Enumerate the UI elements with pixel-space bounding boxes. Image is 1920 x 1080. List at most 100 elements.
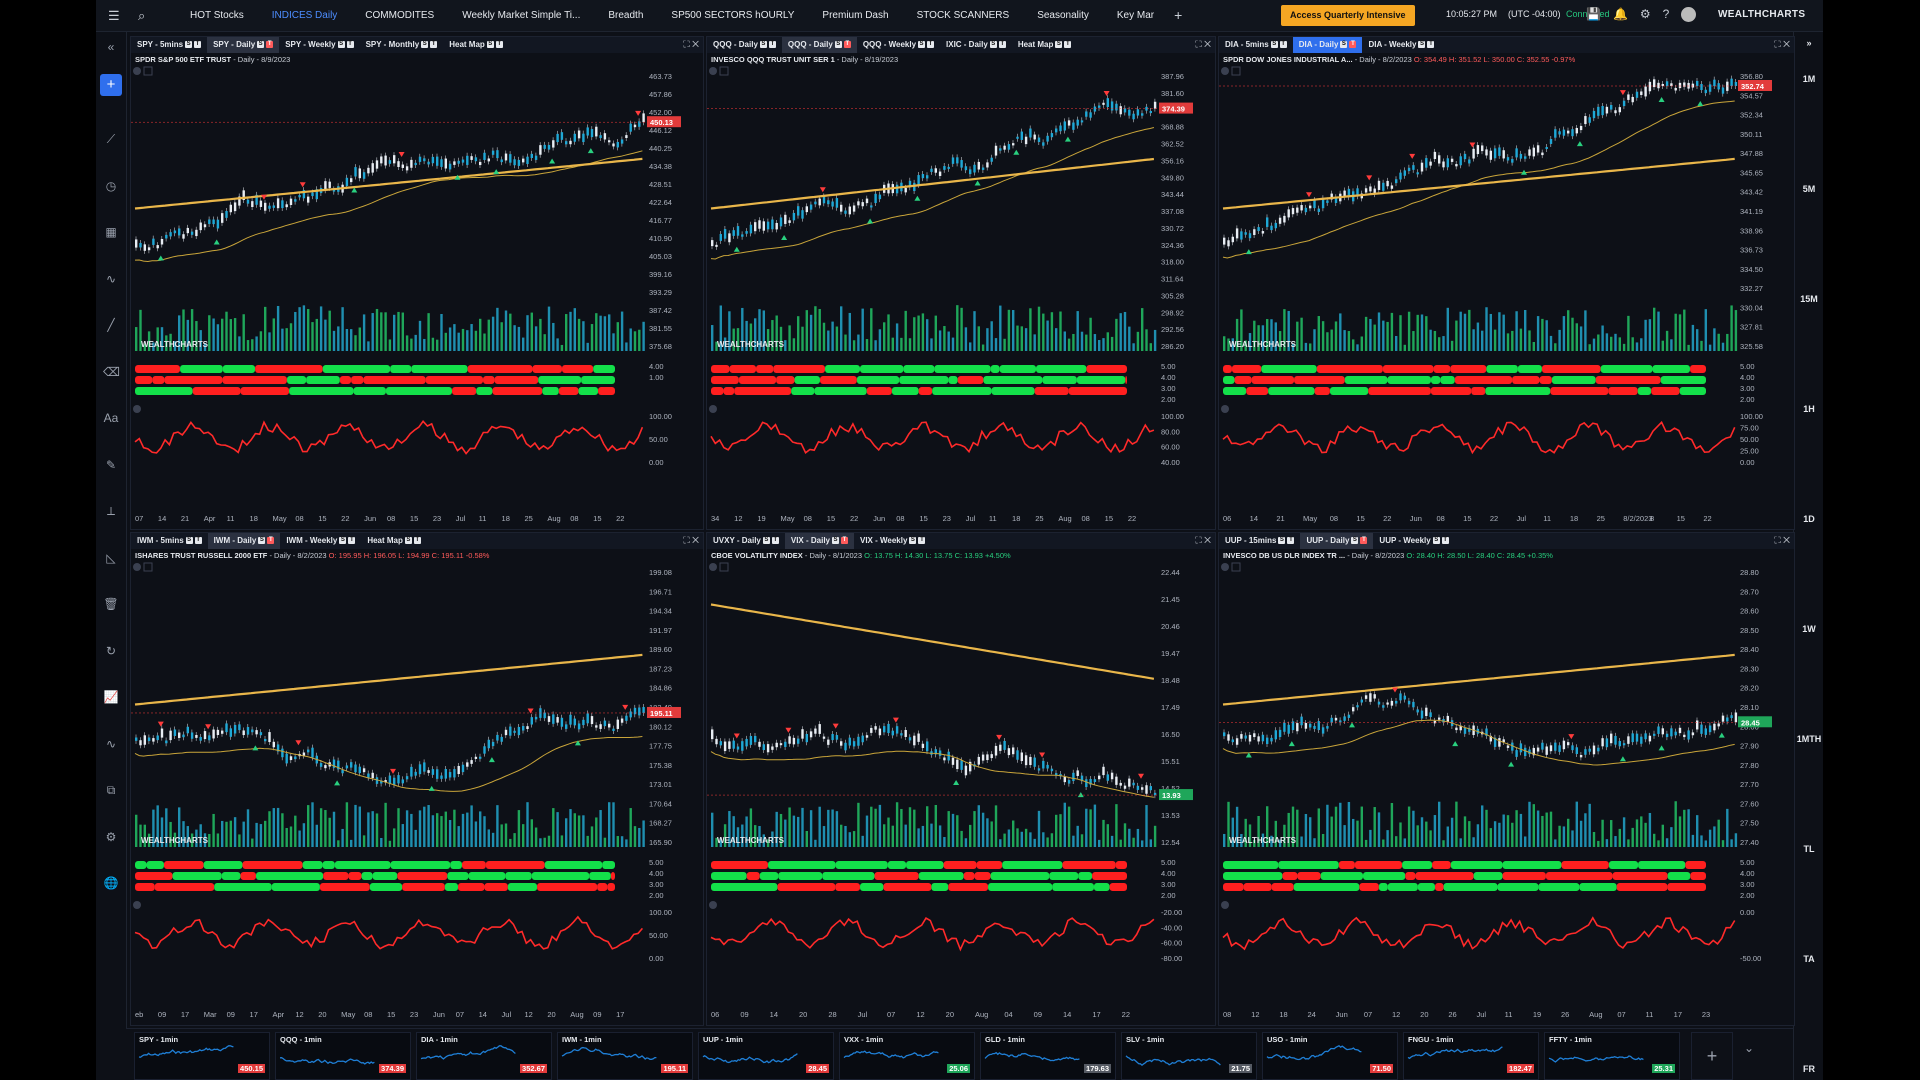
eraser-icon[interactable]: ⌫ bbox=[103, 364, 120, 379]
sync-icon[interactable]: S bbox=[1270, 41, 1278, 49]
expand-right-icon[interactable]: » bbox=[1806, 38, 1812, 48]
timeframe-1mth[interactable]: 1MTH bbox=[1796, 734, 1822, 744]
panel-tab[interactable]: VIX - Weekly S T bbox=[854, 533, 931, 549]
layout-tab[interactable]: STOCK SCANNERS bbox=[916, 10, 1010, 21]
template-icon[interactable]: T bbox=[194, 537, 202, 545]
sync-icon[interactable]: S bbox=[1432, 537, 1440, 545]
sync-icon[interactable]: S bbox=[989, 41, 997, 49]
panel-tab[interactable]: DIA - Daily S T bbox=[1292, 37, 1363, 53]
text-icon[interactable]: Aa bbox=[103, 411, 119, 425]
layout-tab[interactable]: Breadth bbox=[608, 10, 644, 21]
template-icon[interactable]: T bbox=[267, 537, 275, 545]
timeframe-5m[interactable]: 5M bbox=[1802, 184, 1816, 194]
add-tab-button[interactable]: + bbox=[1174, 7, 1183, 23]
search-icon[interactable]: ⌕ bbox=[138, 8, 146, 23]
sync-icon[interactable]: S bbox=[339, 537, 347, 545]
line-chart-icon[interactable]: ⟋ bbox=[106, 132, 116, 146]
timeframe-1m[interactable]: 1M bbox=[1802, 74, 1816, 84]
panel-tab[interactable]: QQQ - Daily S T bbox=[707, 37, 782, 53]
sync-icon[interactable]: S bbox=[486, 41, 494, 49]
layout-tab[interactable]: Premium Dash bbox=[822, 10, 889, 21]
measure-icon[interactable]: ◺ bbox=[106, 550, 116, 565]
panel-tab[interactable]: UUP - 15mins S T bbox=[1219, 533, 1300, 549]
collapse-icon[interactable]: ⌄ bbox=[1744, 1041, 1755, 1055]
panel-window-controls-icon[interactable]: ⛶ ✕ bbox=[1774, 535, 1790, 545]
sync-icon[interactable]: S bbox=[337, 41, 345, 49]
panel-tab[interactable]: UUP - Weekly S T bbox=[1373, 533, 1454, 549]
sync-icon[interactable]: S bbox=[258, 537, 266, 545]
mini-chart[interactable]: VXX - 1min 25.06 bbox=[839, 1032, 975, 1080]
layout-tab[interactable]: Seasonality bbox=[1037, 10, 1089, 21]
mini-chart[interactable]: FFTY - 1min 25.31 bbox=[1544, 1032, 1680, 1080]
layout-tab[interactable]: COMMODITES bbox=[365, 10, 435, 21]
template-icon[interactable]: T bbox=[1064, 41, 1072, 49]
panel-window-controls-icon[interactable]: ⛶ ✕ bbox=[1774, 39, 1790, 49]
template-icon[interactable]: T bbox=[998, 41, 1006, 49]
panel-window-controls-icon[interactable]: ⛶ ✕ bbox=[1195, 39, 1211, 49]
panel-tab[interactable]: SPY - Monthly S T bbox=[360, 37, 444, 53]
template-icon[interactable]: T bbox=[843, 41, 851, 49]
globe-icon[interactable]: 🌐 bbox=[103, 876, 119, 890]
calendar-icon[interactable]: ▦ bbox=[105, 225, 117, 239]
mini-chart[interactable]: GLD - 1min 179.63 bbox=[980, 1032, 1116, 1080]
sync-icon[interactable]: S bbox=[421, 41, 429, 49]
panel-tab[interactable]: IWM - 5mins S T bbox=[131, 533, 208, 549]
panel-tab[interactable]: IWM - Weekly S T bbox=[280, 533, 361, 549]
template-icon[interactable]: T bbox=[495, 41, 503, 49]
panel-tab[interactable]: DIA - Weekly S T bbox=[1362, 37, 1440, 53]
timeframe-1w[interactable]: 1W bbox=[1802, 624, 1816, 634]
timeframe-fr[interactable]: FR bbox=[1803, 1064, 1815, 1074]
panel-tab[interactable]: UVXY - Daily S T bbox=[707, 533, 785, 549]
template-icon[interactable]: T bbox=[348, 537, 356, 545]
panel-tab[interactable]: IXIC - Daily S T bbox=[940, 37, 1012, 53]
sync-icon[interactable]: S bbox=[1351, 537, 1359, 545]
sync-icon[interactable]: S bbox=[185, 41, 193, 49]
sync-icon[interactable]: S bbox=[759, 41, 767, 49]
promo-button[interactable]: Access Quarterly Intensive bbox=[1281, 5, 1415, 26]
pen-icon[interactable]: ✎ bbox=[105, 457, 117, 472]
sync-icon[interactable]: S bbox=[1418, 41, 1426, 49]
mini-chart[interactable]: SLV - 1min 21.75 bbox=[1121, 1032, 1257, 1080]
template-icon[interactable]: T bbox=[1279, 41, 1287, 49]
sync-icon[interactable]: S bbox=[762, 537, 770, 545]
sync-icon[interactable]: S bbox=[1340, 41, 1348, 49]
template-icon[interactable]: T bbox=[413, 537, 421, 545]
template-icon[interactable]: T bbox=[194, 41, 202, 49]
sync-icon[interactable]: S bbox=[918, 41, 926, 49]
template-icon[interactable]: T bbox=[768, 41, 776, 49]
indicator-icon[interactable]: 📈 bbox=[103, 690, 119, 704]
refresh-icon[interactable]: ↻ bbox=[105, 643, 117, 658]
template-icon[interactable]: T bbox=[1427, 41, 1435, 49]
template-icon[interactable]: T bbox=[1360, 537, 1368, 545]
avatar[interactable] bbox=[1681, 7, 1697, 22]
template-icon[interactable]: T bbox=[346, 41, 354, 49]
template-icon[interactable]: T bbox=[1441, 537, 1449, 545]
layout-tab[interactable]: INDICES Daily bbox=[271, 10, 338, 21]
layout-tab[interactable]: SP500 SECTORS hOURLY bbox=[671, 10, 795, 21]
layout-tab[interactable]: HOT Stocks bbox=[190, 10, 244, 21]
panel-tab[interactable]: Heat Map S T bbox=[443, 37, 509, 53]
sync-icon[interactable]: S bbox=[1278, 537, 1286, 545]
mini-chart[interactable]: SPY - 1min 450.15 bbox=[134, 1032, 270, 1080]
timeframe-1d[interactable]: 1D bbox=[1803, 514, 1815, 524]
pencil-line-icon[interactable]: ╱ bbox=[107, 318, 115, 332]
sync-icon[interactable]: S bbox=[257, 41, 265, 49]
panel-tab[interactable]: Heat Map S T bbox=[361, 533, 427, 549]
plus-icon[interactable]: + bbox=[100, 74, 122, 96]
panel-tab[interactable]: SPY - Daily S T bbox=[207, 37, 280, 53]
layout-tab[interactable]: Key Mar bbox=[1116, 10, 1155, 21]
panel-tab[interactable]: Heat Map S T bbox=[1012, 37, 1078, 53]
add-mini-chart-button[interactable]: + bbox=[1691, 1032, 1733, 1080]
panel-tab[interactable]: DIA - 5mins S T bbox=[1219, 37, 1293, 53]
panel-window-controls-icon[interactable]: ⛶ ✕ bbox=[683, 535, 699, 545]
panel-tab[interactable]: QQQ - Daily S T bbox=[781, 37, 857, 53]
gear-icon[interactable]: ⚙ bbox=[1639, 7, 1651, 21]
mini-chart[interactable]: FNGU - 1min 182.47 bbox=[1403, 1032, 1539, 1080]
sync-icon[interactable]: S bbox=[832, 537, 839, 545]
sync-icon[interactable]: S bbox=[404, 537, 412, 545]
menu-icon[interactable]: ☰ bbox=[108, 8, 120, 23]
layers-icon[interactable]: ⧉ bbox=[106, 783, 116, 797]
trend-icon[interactable]: ∿ bbox=[105, 271, 117, 286]
bell-icon[interactable]: 🔔 bbox=[1612, 7, 1628, 21]
panel-window-controls-icon[interactable]: ⛶ ✕ bbox=[1195, 535, 1211, 545]
